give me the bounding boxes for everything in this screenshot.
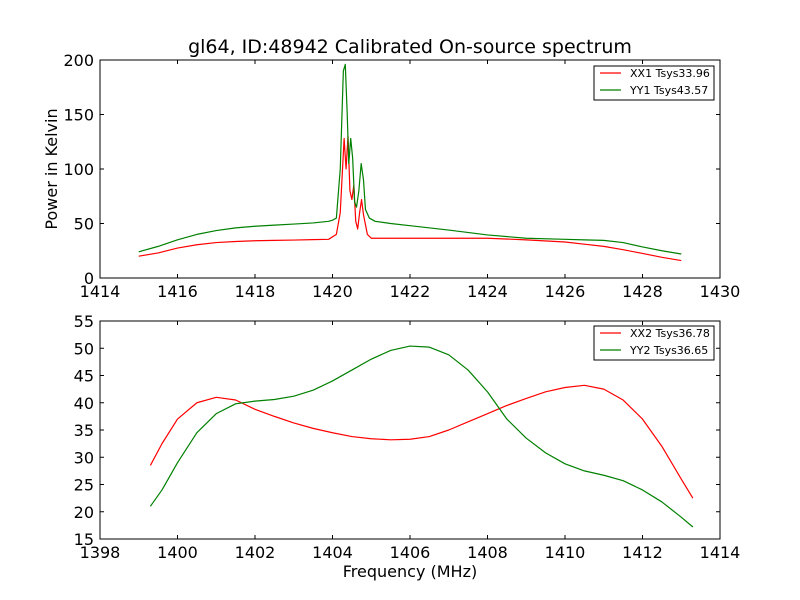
x-tick-label: 1412 <box>622 543 663 562</box>
legend-label-xx1: XX1 Tsys33.96 <box>630 67 710 80</box>
x-tick-label: 1414 <box>700 543 741 562</box>
legend-label-yy2: YY2 Tsys36.65 <box>629 344 708 357</box>
x-tick-label: 1430 <box>700 282 741 301</box>
y-axis-label: Power in Kelvin <box>42 108 61 229</box>
legend-box <box>593 325 715 361</box>
bottom-panel: Frequency (MHz) 1398 1400 1402 1404 1406 1408… <box>74 312 741 581</box>
x-tick-label: 1418 <box>235 282 276 301</box>
x-tick-label: 1422 <box>390 282 431 301</box>
x-tick-label: 1414 <box>80 282 121 301</box>
chart-title: gl64, ID:48942 Calibrated On-source spec… <box>188 36 632 58</box>
y-tick-label: 30 <box>74 448 94 467</box>
top-panel: gl64, ID:48942 Calibrated On-source spec… <box>42 36 740 301</box>
x-tick-label: 1410 <box>545 543 586 562</box>
bottom-panel-frame <box>99 320 721 540</box>
y-tick-label: 200 <box>63 51 94 70</box>
legend-box <box>593 65 715 101</box>
y-tick-label: 45 <box>74 367 94 386</box>
y-tick-label: 15 <box>74 530 94 549</box>
bottom-panel-ticks: 1398 1400 1402 1404 1406 1408 1410 1412 1414 15 20… <box>74 312 741 562</box>
x-tick-label: 1404 <box>312 543 353 562</box>
x-tick-label: 1408 <box>467 543 508 562</box>
y-tick-label: 50 <box>74 215 94 234</box>
series-line-xx1 <box>138 135 682 262</box>
y-tick-label: 55 <box>74 312 94 331</box>
x-tick-label: 1428 <box>622 282 663 301</box>
x-tick-label: 1416 <box>157 282 198 301</box>
y-tick-label: 50 <box>74 339 94 358</box>
x-tick-label: 1424 <box>467 282 508 301</box>
x-tick-label: 1402 <box>235 543 276 562</box>
series-line-xx2 <box>149 384 694 499</box>
top-panel-ticks: 1414 1416 1418 1420 1422 1424 1426 1428 1430 0 50 1… <box>63 51 740 301</box>
top-panel-series <box>138 63 682 262</box>
x-tick-label: 1420 <box>312 282 353 301</box>
legend-label-xx2: XX2 Tsys36.78 <box>630 327 710 340</box>
series-line-yy1 <box>138 63 682 255</box>
x-tick-label: 1400 <box>157 543 198 562</box>
bottom-panel-series <box>149 345 694 528</box>
y-tick-label: 20 <box>74 503 94 522</box>
x-tick-label: 1398 <box>80 543 121 562</box>
series-line-yy2 <box>149 345 694 528</box>
y-tick-label: 100 <box>63 160 94 179</box>
legend-label-yy1: YY1 Tsys43.57 <box>629 84 708 97</box>
x-axis-label: Frequency (MHz) <box>343 562 477 581</box>
y-tick-label: 35 <box>74 421 94 440</box>
x-tick-label: 1406 <box>390 543 431 562</box>
y-tick-label: 150 <box>63 106 94 125</box>
top-panel-frame <box>99 59 721 279</box>
y-tick-label: 0 <box>84 269 94 288</box>
x-tick-label: 1426 <box>545 282 586 301</box>
bottom-legend: XX2 Tsys36.78 YY2 Tsys36.65 <box>593 325 715 361</box>
top-legend: XX1 Tsys33.96 YY1 Tsys43.57 <box>593 65 715 101</box>
y-tick-label: 25 <box>74 476 94 495</box>
y-tick-label: 40 <box>74 394 94 413</box>
